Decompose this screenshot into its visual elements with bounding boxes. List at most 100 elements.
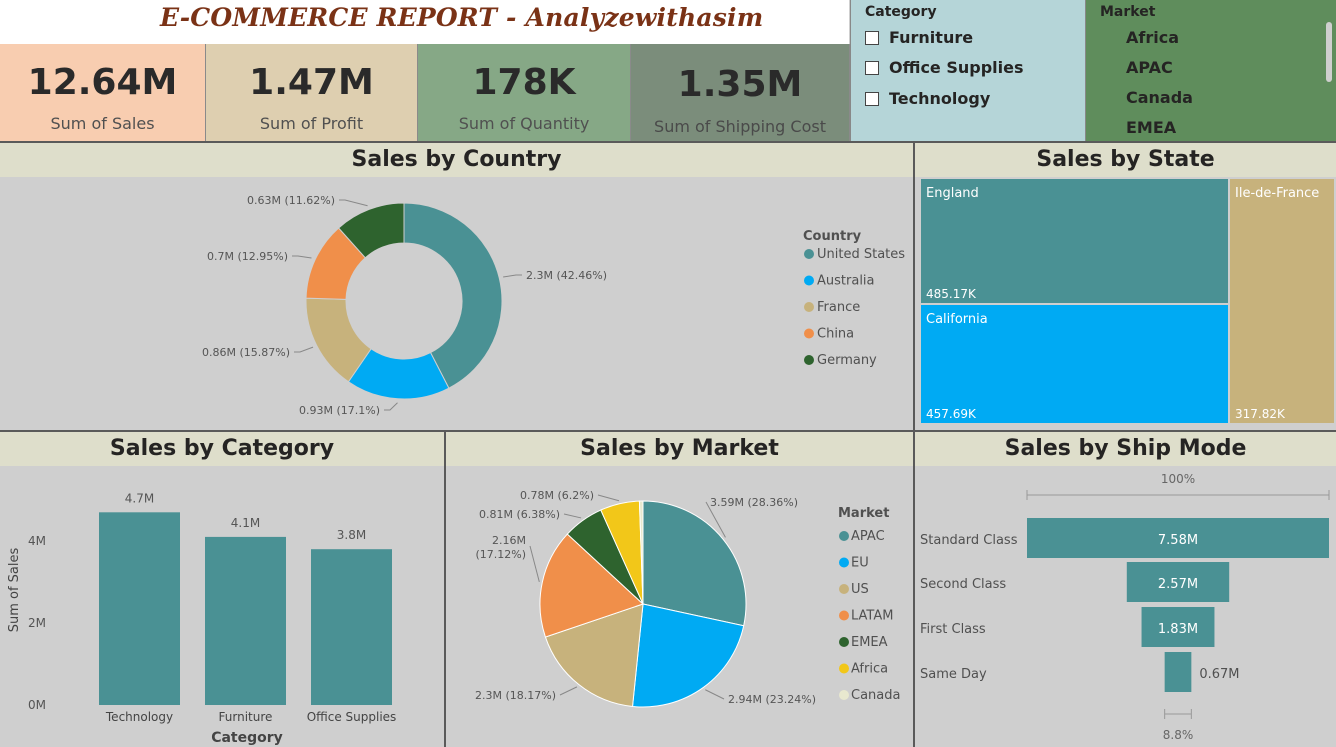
checkbox[interactable] [865, 60, 879, 75]
legend-item: US [851, 582, 869, 597]
panel-title-sales-by-market: Sales by Market [446, 432, 913, 466]
legend-item: France [817, 300, 860, 315]
legend-item: Canada [851, 688, 900, 703]
funnel-category-label: Standard Class [920, 533, 1018, 548]
legend-item: Australia [817, 274, 875, 289]
funnel-value-label: 2.57M [1158, 577, 1198, 592]
x-tick-label: Furniture [219, 710, 273, 724]
panel-title-sales-by-ship-mode: Sales by Ship Mode [915, 432, 1336, 466]
funnel-top-percent: 100% [1161, 472, 1195, 486]
leader-line [503, 274, 522, 278]
legend-marker [839, 637, 849, 647]
treemap-label: California [926, 312, 988, 327]
funnel-category-label: First Class [920, 622, 986, 637]
funnel-value-label: 7.58M [1158, 533, 1198, 548]
category-option-furniture[interactable]: Furniture [865, 28, 973, 47]
legend-item: EMEA [851, 635, 888, 650]
market-option-canada[interactable]: Canada [1126, 88, 1193, 107]
bar-value-label: 3.8M [337, 528, 366, 542]
donut-slice-germany [337, 202, 405, 259]
treemap-value: 485.17K [926, 287, 977, 301]
legend-marker [839, 557, 849, 568]
legend-title: Country [803, 229, 862, 244]
divider [0, 430, 1336, 432]
report-title-bar: E-COMMERCE REPORT - Analyzewithasim [0, 0, 849, 44]
legend-item: APAC [851, 529, 885, 544]
pie-slice-eu [631, 603, 745, 708]
pie-slice-apac [642, 500, 747, 627]
treemap-tile-california [921, 305, 1228, 423]
legend-marker [839, 584, 849, 594]
funnel-bar-second-class [1126, 562, 1230, 602]
divider [0, 141, 1336, 143]
category-option-office-supplies[interactable]: Office Supplies [865, 58, 1024, 77]
legend-item: EU [851, 556, 869, 571]
kpi-label: Sum of Sales [50, 114, 155, 133]
divider [444, 430, 446, 747]
kpi-value: 1.47M [249, 62, 374, 103]
legend-item: United States [817, 247, 905, 262]
bar-furniture [205, 536, 286, 705]
x-tick-label: Office Supplies [307, 710, 397, 724]
legend-marker [839, 531, 849, 541]
legend-marker [839, 663, 849, 674]
state-treemap-chart[interactable]: England 485.17K California 457.69K Ile-de-Fr… [915, 177, 1336, 430]
data-label: 3.59M (28.36%) [710, 496, 798, 509]
checkbox[interactable] [865, 30, 879, 45]
treemap-value: 317.82K [1235, 407, 1286, 421]
option-label: Furniture [889, 28, 974, 47]
y-axis-title: Sum of Sales [7, 548, 22, 633]
legend-marker [839, 690, 849, 700]
market-option-emea[interactable]: EMEA [1126, 118, 1176, 137]
legend-marker [804, 275, 814, 286]
report-title: E-COMMERCE REPORT - Analyzewithasim [160, 3, 764, 32]
panel-title-sales-by-state: Sales by State [915, 143, 1336, 177]
data-label: 2.16M [492, 534, 526, 547]
bar-office-supplies [311, 549, 392, 705]
data-label: 0.78M (6.2%) [520, 489, 594, 502]
category-option-technology[interactable]: Technology [865, 89, 990, 108]
data-label: 0.86M (15.87%) [202, 346, 290, 359]
data-label: 0.93M (17.1%) [299, 404, 380, 417]
treemap-label: Ile-de-France [1235, 186, 1319, 201]
country-donut-chart[interactable]: 2.3M (42.46%) 0.93M (17.1%) 0.86M (15.87%)… [0, 177, 913, 430]
funnel-value-label: 1.83M [1158, 622, 1198, 637]
shipmode-funnel-chart[interactable]: 100% Standard Class 7.58M Second Class 2.57M… [915, 466, 1336, 747]
y-tick-label: 0M [28, 698, 46, 712]
legend-marker [839, 610, 849, 621]
funnel-category-label: Second Class [920, 577, 1006, 592]
y-tick-label: 2M [28, 616, 46, 630]
bar-technology [99, 512, 180, 705]
category-slicer: Category Furniture Office Supplies Techn… [850, 0, 1085, 141]
legend-item: Germany [817, 353, 877, 368]
checkbox[interactable] [865, 91, 879, 106]
kpi-card-quantity: 178K Sum of Quantity [418, 44, 631, 141]
kpi-value: 12.64M [27, 62, 178, 103]
market-option-apac[interactable]: APAC [1126, 58, 1173, 77]
leader-line [294, 346, 314, 353]
leader-line [705, 689, 725, 700]
y-tick-label: 4M [28, 534, 46, 548]
category-bar-chart[interactable]: 0M 2M 4M 4.7M Technology 4.1M Furniture 3.8M Off… [0, 466, 444, 747]
kpi-value: 1.35M [677, 64, 803, 105]
divider [913, 141, 915, 747]
kpi-label: Sum of Quantity [458, 114, 590, 133]
kpi-label: Sum of Shipping Cost [654, 117, 826, 136]
data-label: 2.3M (42.46%) [526, 269, 607, 282]
pie-slice-us [544, 603, 644, 708]
slicer-scrollbar[interactable] [1326, 22, 1332, 82]
data-label: 0.63M (11.62%) [247, 194, 335, 207]
panel-title-sales-by-category: Sales by Category [0, 432, 444, 466]
legend-marker [804, 302, 814, 312]
kpi-label: Sum of Profit [259, 114, 364, 133]
market-pie-chart[interactable]: 3.59M (28.36%) 2.94M (23.24%) 2.3M (18.17%… [446, 466, 913, 747]
market-option-africa[interactable]: Africa [1126, 28, 1179, 47]
kpi-card-profit: 1.47M Sum of Profit [206, 44, 418, 141]
bar-value-label: 4.7M [125, 491, 154, 505]
legend-marker [804, 249, 814, 259]
leader-line [384, 402, 398, 411]
data-label: 2.3M (18.17%) [475, 689, 556, 702]
pie-slice-latam [539, 533, 644, 638]
legend-title: Market [838, 506, 889, 521]
treemap-tile-england [921, 179, 1228, 303]
